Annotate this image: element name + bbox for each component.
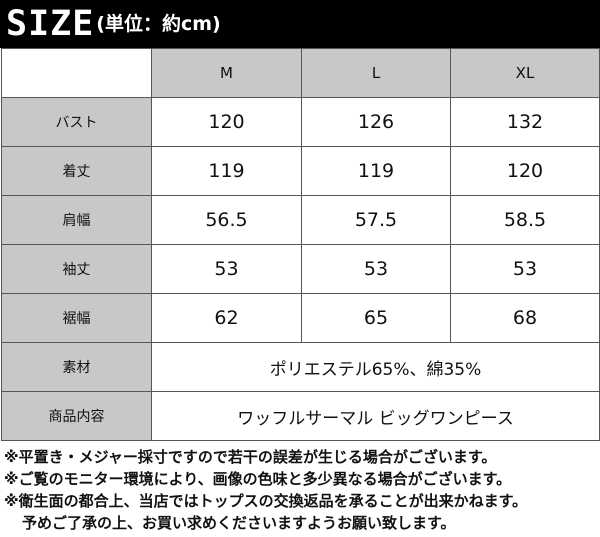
row-label-sleeve: 袖丈 bbox=[1, 244, 152, 294]
row-label-hem: 裾幅 bbox=[1, 293, 152, 343]
row-label-contents: 商品内容 bbox=[1, 391, 152, 441]
note-line: ※平置き・メジャー採寸ですので若干の誤差が生じる場合がございます。 bbox=[4, 448, 497, 466]
notes-block: ※平置き・メジャー採寸ですので若干の誤差が生じる場合がございます。 ※ご覧のモニ… bbox=[4, 446, 596, 534]
material-value: ポリエステル65%、綿35% bbox=[151, 342, 600, 392]
row-contents: 商品内容 ワッフルサーマル ビッグワンピース bbox=[1, 391, 600, 441]
size-title: SIZE bbox=[6, 4, 95, 44]
hem-xl: 68 bbox=[450, 293, 600, 343]
row-label-shoulder: 肩幅 bbox=[1, 195, 152, 245]
row-length: 着丈 119 119 120 bbox=[1, 146, 600, 196]
row-shoulder: 肩幅 56.5 57.5 58.5 bbox=[1, 195, 600, 245]
length-l: 119 bbox=[301, 146, 451, 196]
row-material: 素材 ポリエステル65%、綿35% bbox=[1, 342, 600, 392]
col-header-m: M bbox=[151, 48, 302, 98]
row-label-length: 着丈 bbox=[1, 146, 152, 196]
length-m: 119 bbox=[151, 146, 302, 196]
col-header-l: L bbox=[301, 48, 451, 98]
hem-l: 65 bbox=[301, 293, 451, 343]
sleeve-l: 53 bbox=[301, 244, 451, 294]
table-corner-cell bbox=[1, 48, 152, 98]
shoulder-m: 56.5 bbox=[151, 195, 302, 245]
note-line: ※ご覧のモニター環境により、画像の色味と多少異なる場合がございます。 bbox=[4, 470, 512, 488]
shoulder-l: 57.5 bbox=[301, 195, 451, 245]
size-table: M L XL バスト 120 126 132 着丈 119 119 120 肩幅… bbox=[1, 48, 600, 441]
note-line: ※衛生面の都合上、当店ではトップスの交換返品を承ることが出来かねます。 bbox=[4, 492, 528, 510]
row-hem: 裾幅 62 65 68 bbox=[1, 293, 600, 343]
sleeve-m: 53 bbox=[151, 244, 302, 294]
shoulder-xl: 58.5 bbox=[450, 195, 600, 245]
row-sleeve: 袖丈 53 53 53 bbox=[1, 244, 600, 294]
size-header: SIZE (単位：約cm) bbox=[0, 0, 600, 48]
row-bust: バスト 120 126 132 bbox=[1, 97, 600, 147]
sleeve-xl: 53 bbox=[450, 244, 600, 294]
bust-xl: 132 bbox=[450, 97, 600, 147]
unit-label: (単位：約cm) bbox=[96, 13, 221, 35]
bust-m: 120 bbox=[151, 97, 302, 147]
length-xl: 120 bbox=[450, 146, 600, 196]
col-header-xl: XL bbox=[450, 48, 600, 98]
row-label-material: 素材 bbox=[1, 342, 152, 392]
bust-l: 126 bbox=[301, 97, 451, 147]
row-label-bust: バスト bbox=[1, 97, 152, 147]
contents-value: ワッフルサーマル ビッグワンピース bbox=[151, 391, 600, 441]
size-header-row: M L XL bbox=[1, 48, 600, 98]
note-line: 予めご了承の上、お買い求めくださいますようお願い致します。 bbox=[22, 514, 456, 532]
hem-m: 62 bbox=[151, 293, 302, 343]
